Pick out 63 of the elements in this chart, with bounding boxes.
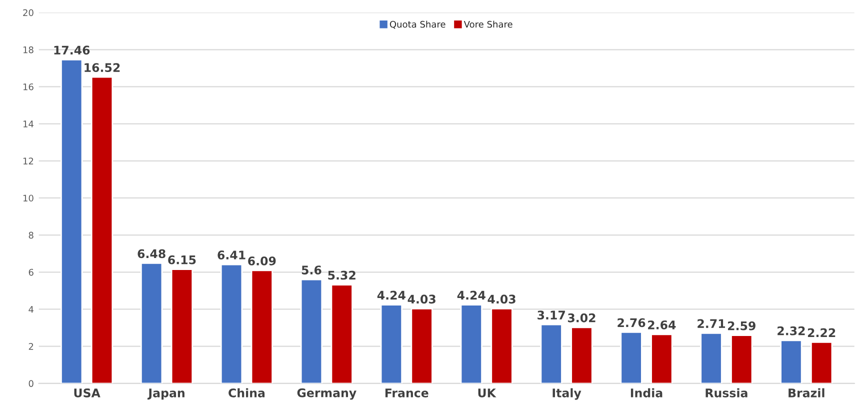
y-tick-label: 16 bbox=[23, 83, 34, 90]
bar bbox=[730, 334, 753, 384]
y-tick-label: 2 bbox=[28, 343, 34, 350]
data-label: 16.52 bbox=[84, 63, 120, 72]
bar bbox=[330, 284, 353, 384]
data-label: 3.02 bbox=[568, 313, 596, 322]
bar bbox=[60, 58, 83, 384]
bar bbox=[490, 308, 513, 384]
bar bbox=[90, 76, 114, 384]
bar bbox=[170, 268, 194, 384]
x-tick-label: Russia bbox=[706, 388, 748, 398]
bar bbox=[570, 326, 593, 384]
y-tick-label: 12 bbox=[23, 158, 34, 164]
data-label: 2.71 bbox=[698, 319, 726, 328]
x-tick-label: Italy bbox=[552, 388, 582, 400]
data-label: 17.46 bbox=[54, 46, 90, 55]
x-tick-label: India bbox=[630, 388, 662, 398]
y-tick-label: 4 bbox=[28, 306, 34, 313]
x-tick-label: France bbox=[385, 388, 428, 398]
data-label: 4.24 bbox=[457, 290, 486, 300]
data-label: 2.32 bbox=[778, 326, 805, 336]
bar bbox=[540, 324, 562, 384]
y-tick-label: 10 bbox=[23, 194, 34, 202]
legend-label: Quota Share bbox=[390, 20, 446, 29]
bar bbox=[460, 304, 482, 384]
x-tick-label: Germany bbox=[297, 388, 356, 400]
x-tick-label: Brazil bbox=[788, 388, 824, 398]
y-tick-label: 8 bbox=[28, 232, 34, 239]
y-tick-label: 18 bbox=[23, 46, 34, 54]
x-tick-label: China bbox=[228, 388, 265, 398]
y-tick-label: 14 bbox=[23, 120, 34, 128]
data-label: 6.41 bbox=[218, 250, 246, 260]
bar bbox=[410, 308, 433, 384]
data-label: 6.15 bbox=[168, 255, 196, 264]
data-label: 2.22 bbox=[808, 328, 836, 337]
bar bbox=[300, 278, 323, 384]
x-tick-label: UK bbox=[478, 388, 496, 398]
x-tick-label: Japan bbox=[148, 388, 184, 400]
data-label: 3.17 bbox=[538, 310, 565, 320]
data-label: 5.32 bbox=[328, 270, 356, 280]
bar bbox=[620, 332, 642, 384]
data-label: 6.09 bbox=[248, 256, 276, 266]
bar bbox=[780, 340, 802, 384]
x-tick-label: USA bbox=[74, 388, 100, 398]
bar bbox=[250, 270, 273, 384]
data-label: 2.59 bbox=[728, 321, 756, 330]
data-label: 4.24 bbox=[377, 290, 406, 300]
y-tick-label: 0 bbox=[28, 380, 34, 387]
y-tick-label: 20 bbox=[23, 9, 34, 16]
bar bbox=[810, 342, 833, 384]
bar bbox=[220, 264, 243, 384]
data-label: 2.76 bbox=[618, 318, 646, 328]
data-label: 6.48 bbox=[138, 249, 166, 258]
data-label: 4.03 bbox=[408, 294, 436, 304]
y-tick-label: 6 bbox=[28, 268, 34, 276]
data-label: 5.6 bbox=[302, 266, 322, 274]
bar bbox=[140, 262, 163, 384]
bar bbox=[700, 332, 722, 384]
bar bbox=[380, 304, 403, 384]
legend-label: Vore Share bbox=[464, 20, 512, 28]
bar bbox=[650, 334, 673, 384]
data-label: 2.64 bbox=[648, 320, 676, 330]
data-label: 4.03 bbox=[488, 294, 516, 304]
